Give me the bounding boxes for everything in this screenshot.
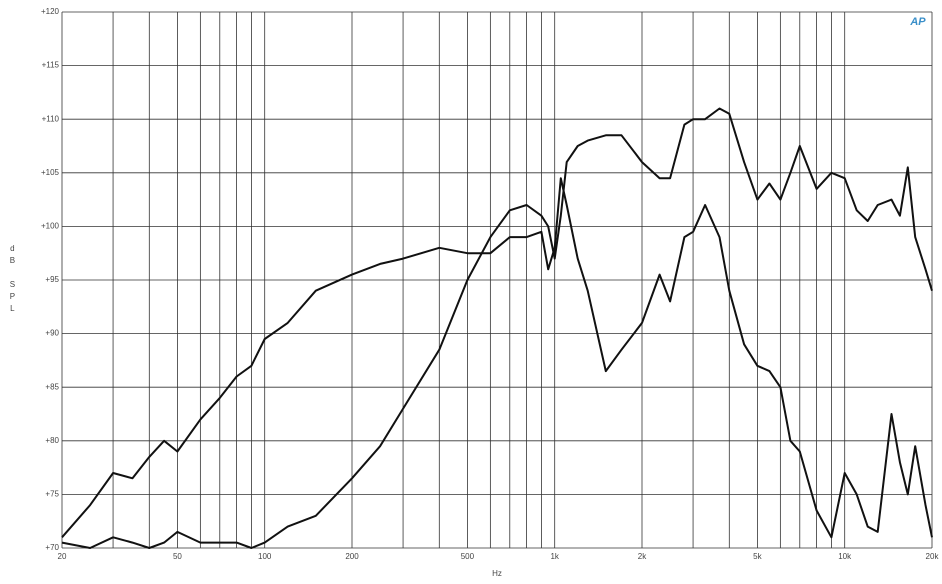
- y-tick-label: +70: [45, 543, 59, 552]
- x-tick-label: 2k: [638, 552, 647, 561]
- y-tick-label: +110: [42, 114, 60, 123]
- y-axis-label: dB SPL: [8, 244, 17, 316]
- logo: AP: [909, 16, 926, 28]
- x-tick-label: 5k: [753, 552, 762, 561]
- x-tick-label: 1k: [550, 552, 559, 561]
- y-tick-label: +95: [45, 275, 59, 284]
- y-tick-label: +115: [42, 61, 60, 70]
- x-tick-label: 10k: [838, 552, 852, 561]
- y-tick-label: +75: [45, 490, 59, 499]
- x-tick-label: 200: [345, 552, 359, 561]
- x-tick-label: 20: [58, 552, 67, 561]
- x-axis-label: Hz: [492, 569, 502, 578]
- y-tick-label: +105: [41, 168, 60, 177]
- series-line: [61, 177, 933, 539]
- x-tick-label: 500: [461, 552, 475, 561]
- series-line: [61, 107, 933, 549]
- y-tick-label: +100: [41, 222, 60, 231]
- x-tick-label: 20k: [926, 552, 940, 561]
- y-tick-label: +90: [45, 329, 59, 338]
- y-tick-label: +80: [45, 436, 59, 445]
- y-tick-label: +85: [45, 382, 59, 391]
- y-tick-label: +120: [41, 7, 60, 16]
- x-tick-label: 100: [258, 552, 272, 561]
- x-tick-label: 50: [173, 552, 182, 561]
